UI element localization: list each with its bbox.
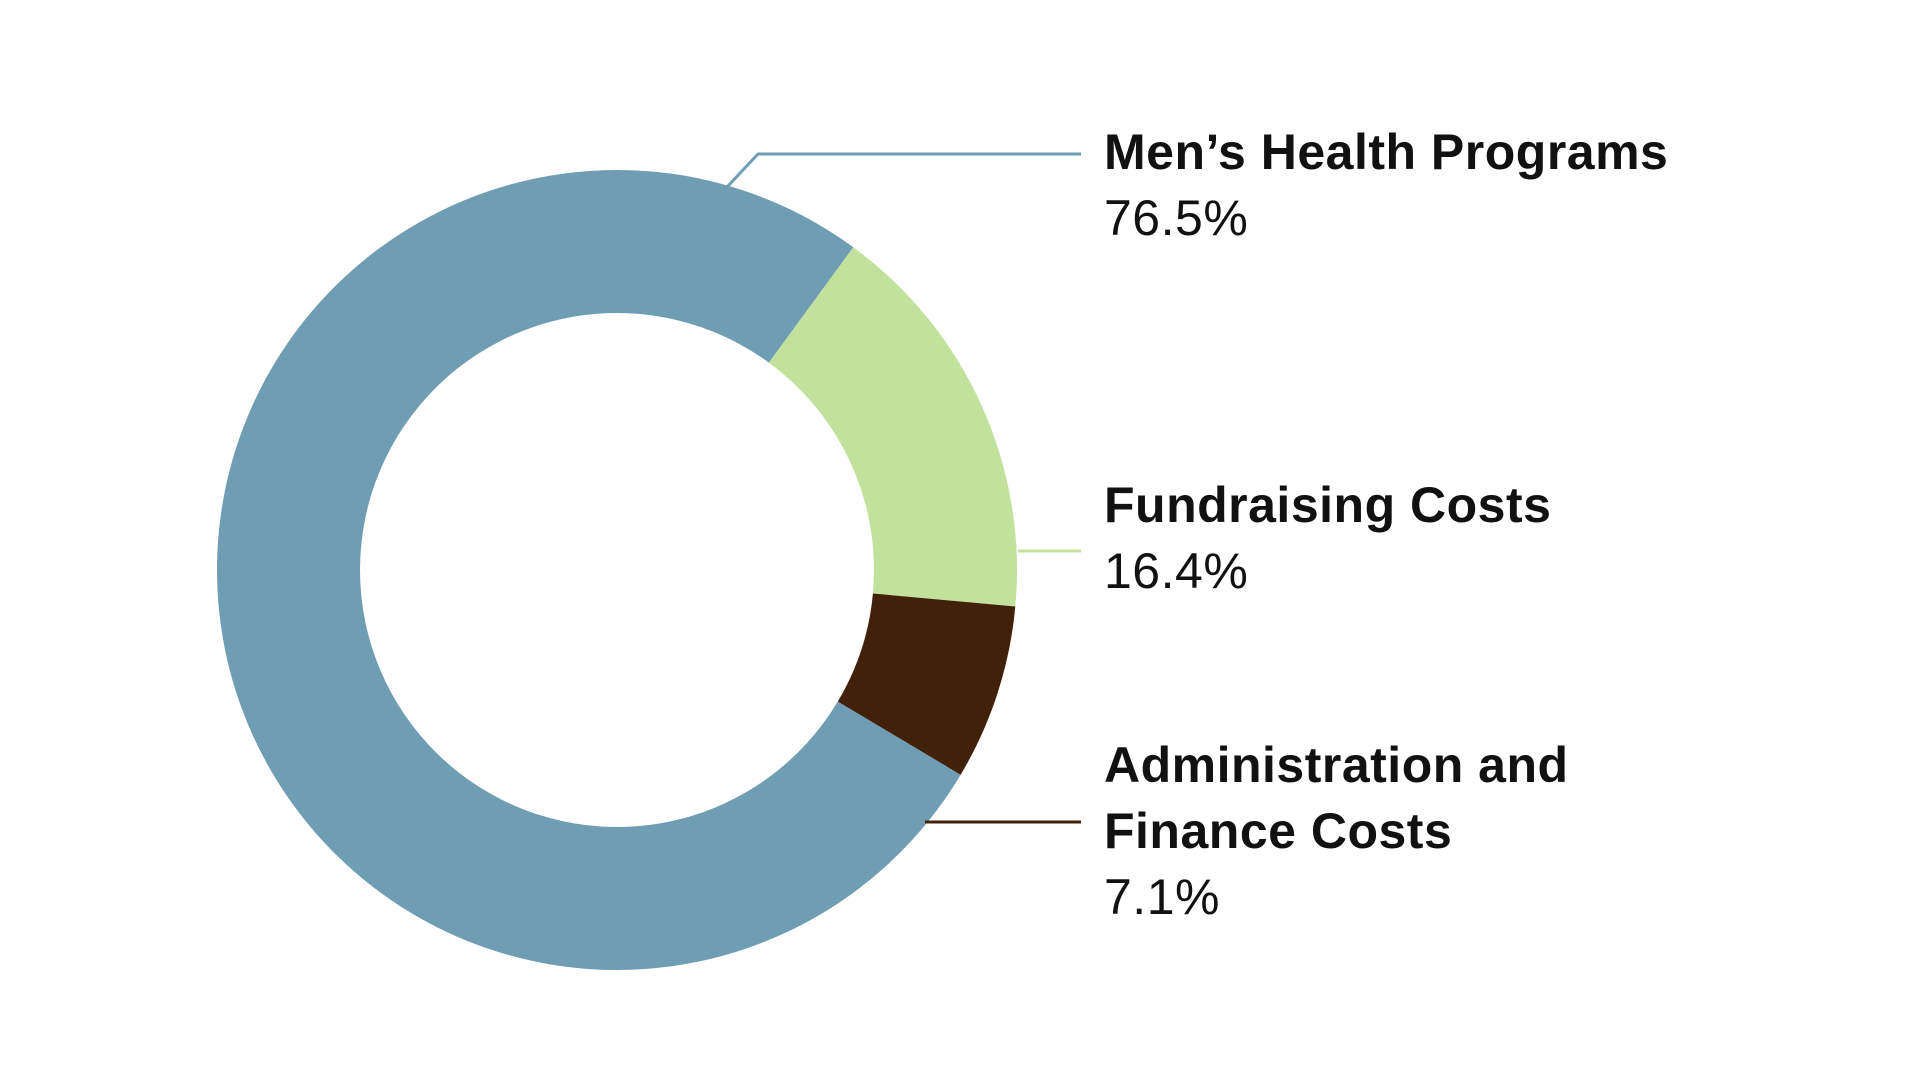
leader-line-mens-health-programs <box>725 152 1081 189</box>
slice-fundraising-costs <box>768 247 1017 607</box>
slice-label-administration-and-finance-costs: Administration and Finance Costs 7.1% <box>1104 732 1624 930</box>
slice-administration-and-finance-costs <box>837 593 1016 775</box>
slice-name: Fundraising Costs <box>1104 477 1552 533</box>
slice-label-fundraising-costs: Fundraising Costs 16.4% <box>1104 472 1864 604</box>
slice-value: 7.1% <box>1104 869 1220 925</box>
slice-value: 76.5% <box>1104 190 1249 246</box>
slice-value: 16.4% <box>1104 543 1249 599</box>
slice-name: Men’s Health Programs <box>1104 124 1669 180</box>
slice-label-mens-health-programs: Men’s Health Programs 76.5% <box>1104 119 1864 251</box>
slice-name: Administration and Finance Costs <box>1104 737 1569 859</box>
slice-mens-health-programs <box>216 170 961 971</box>
